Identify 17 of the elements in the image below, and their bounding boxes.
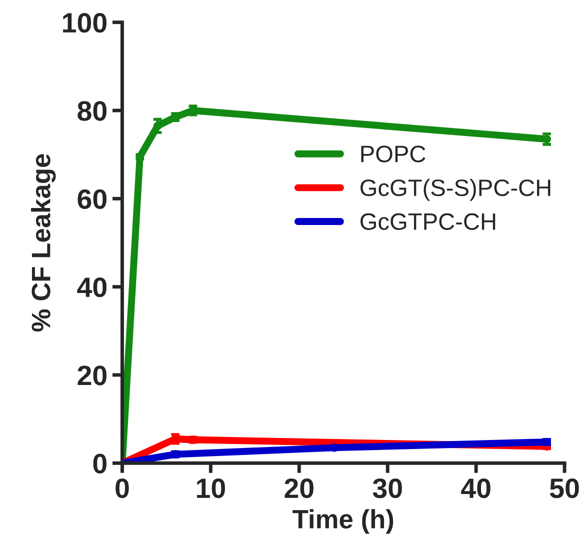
y-tick-label: 60	[78, 189, 106, 209]
y-tick-label: 40	[77, 277, 106, 298]
x-tick-label: 40	[461, 478, 490, 498]
y-tick-label: 20	[78, 366, 106, 386]
y-tick-label: 80	[78, 101, 106, 121]
x-tick-label: 10	[196, 478, 225, 498]
y-tick-label: 100	[63, 12, 107, 33]
legend-label: GcGTPC-CH	[360, 213, 496, 230]
x-tick-label: 30	[372, 478, 402, 498]
y-tick-label: 0	[93, 454, 106, 474]
x-tick-label: 0	[116, 478, 129, 498]
legend-label: GcGT(S-S)PC-CH	[360, 178, 550, 201]
legend-label: POPC	[361, 146, 426, 162]
x-tick-label: 50	[550, 478, 579, 498]
y-axis-title: % CF Leakage	[31, 154, 56, 332]
x-axis-title: Time (h)	[292, 509, 394, 534]
x-tick-label: 20	[284, 478, 314, 498]
